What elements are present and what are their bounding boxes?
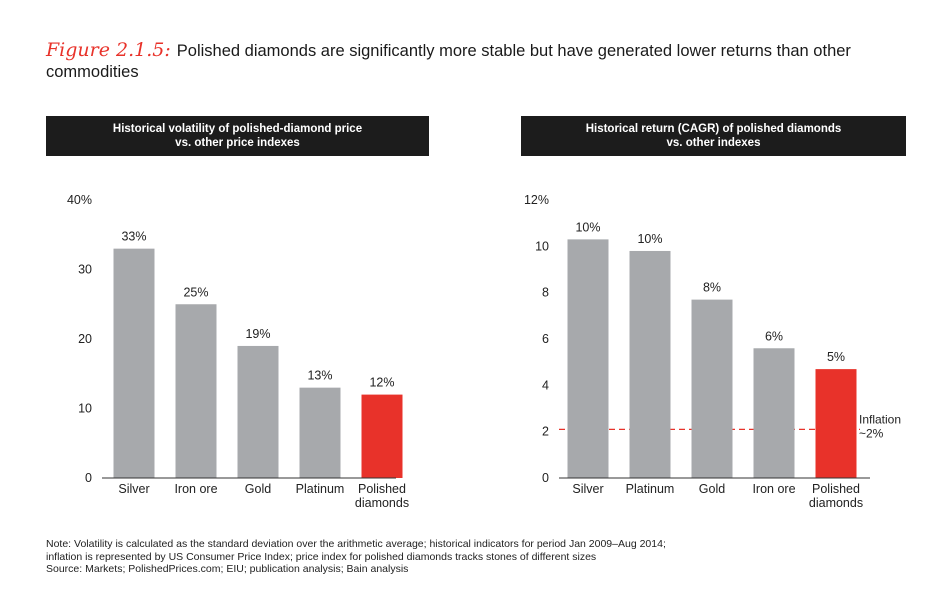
x-category-label-line: Gold [245,482,271,496]
bar-value-label: 33% [121,230,146,244]
x-category-label: Platinum [296,482,345,496]
x-category-label: Platinum [626,482,675,496]
x-category-label: Iron ore [752,482,795,496]
y-tick-label: 12% [524,193,549,207]
bar-value-label: 6% [765,329,783,343]
right-chart-header: Historical return (CAGR) of polished dia… [521,116,906,156]
bar-value-label: 19% [245,327,270,341]
note-line-1: Note: Volatility is calculated as the st… [46,538,666,550]
bar [691,299,733,478]
y-tick-label: 0 [542,471,549,485]
bar [113,248,155,478]
x-category-label-line: diamonds [809,496,863,510]
note-line-2: inflation is represented by US Consumer … [46,550,597,563]
bar [299,387,341,478]
y-tick-label: 40% [67,193,92,207]
y-tick-label: 20 [78,332,92,346]
bar-value-label: 25% [183,285,208,299]
return-bar-chart: 0 2 4 6 8 10 12% Inflation~2% 10% Silver 10% Platin… [524,193,901,510]
bar-value-label: 8% [703,281,721,295]
x-category-label-line: Gold [699,482,725,496]
x-category-label: Silver [572,482,603,496]
x-category-label-line: Silver [572,482,603,496]
left-chart-header: Historical volatility of polished-diamon… [46,116,429,156]
y-tick-label: 6 [542,332,549,346]
x-category-label-line: Silver [118,482,149,496]
bar [175,304,217,478]
x-category-label-line: Polished [812,482,860,496]
bar [753,348,795,478]
y-tick-label: 2 [542,425,549,439]
y-tick-label: 0 [85,471,92,485]
source-line: Source: Markets; PolishedPrices.com; EIU… [46,563,409,575]
x-category-label: Iron ore [174,482,217,496]
x-category-label: Gold [245,482,271,496]
y-tick-label: 4 [542,378,549,392]
y-tick-label: 10 [78,402,92,416]
bar-value-label: 5% [827,350,845,364]
figure-title: Figure 2.1.5: Polished diamonds are signi… [46,40,926,83]
bar [361,394,403,478]
right-chart-header-line-2: vs. other indexes [666,137,761,149]
bar-value-label: 10% [575,220,600,234]
inflation-label: Inflation [859,412,901,426]
y-tick-label: 10 [535,239,549,253]
bar [815,369,857,478]
volatility-bar-chart: 0 10 20 30 40% 33% Silver 25% Iron ore 19% Gold 13%… [67,193,409,510]
inflation-label: ~2% [859,426,884,440]
figure-title-text: Polished diamonds are significantly more… [46,42,851,81]
bar-value-label: 10% [637,232,662,246]
x-category-label-line: Iron ore [752,482,795,496]
bar-value-label: 13% [307,369,332,383]
bar [567,239,609,478]
x-category-label: Gold [699,482,725,496]
footnotes: Note: Volatility is calculated as the st… [46,538,926,576]
x-category-label-line: Platinum [626,482,675,496]
y-tick-label: 30 [78,263,92,277]
bar [629,250,671,478]
bar-value-label: 12% [369,376,394,390]
x-category-label: Polished diamonds [809,482,863,510]
y-tick-label: 8 [542,286,549,300]
right-chart-header-line-1: Historical return (CAGR) of polished dia… [585,123,842,135]
x-category-label-line: Platinum [296,482,345,496]
left-chart-header-line-2: vs. other price indexes [175,137,300,149]
x-category-label-line: Polished [358,482,406,496]
figure-label: Figure 2.1.5: [46,39,171,61]
x-category-label: Polished diamonds [355,482,409,510]
left-chart-header-line-1: Historical volatility of polished-diamon… [112,123,363,135]
x-category-label-line: Iron ore [174,482,217,496]
bar [237,345,279,478]
x-category-label: Silver [118,482,149,496]
x-category-label-line: diamonds [355,496,409,510]
